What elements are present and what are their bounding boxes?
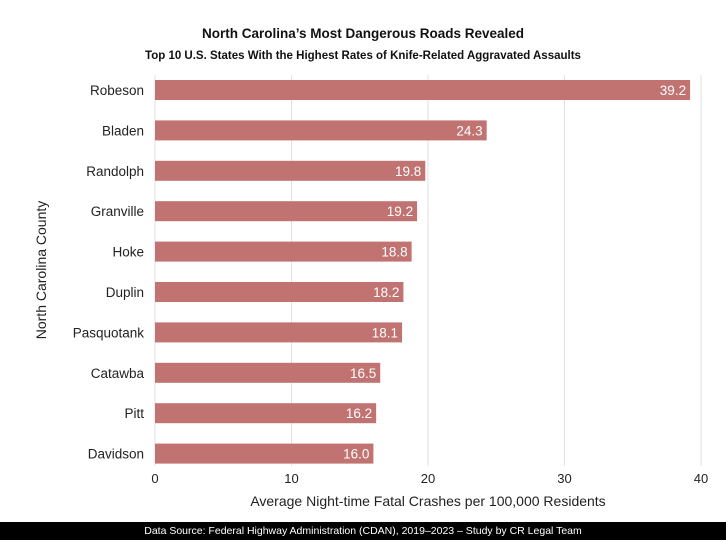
chart-subtitle: Top 10 U.S. States With the Highest Rate… (145, 50, 581, 62)
bar-value-label: 18.8 (381, 245, 407, 260)
bar-value-label: 19.8 (395, 164, 421, 179)
y-tick-label: Catawba (91, 366, 145, 381)
x-axis-label: Average Night-time Fatal Crashes per 100… (250, 493, 605, 509)
bar (155, 282, 404, 302)
y-tick-label: Granville (91, 204, 144, 219)
bar-value-label: 39.2 (660, 83, 686, 98)
bar (155, 201, 418, 222)
bar (155, 160, 426, 181)
chart-title: North Carolina’s Most Dangerous Roads Re… (202, 26, 524, 41)
y-tick-label: Duplin (106, 285, 144, 300)
bar (155, 403, 377, 424)
y-tick-label: Hoke (112, 245, 144, 260)
y-tick-label: Robeson (90, 83, 144, 98)
bar-value-label: 16.0 (343, 447, 369, 462)
bar (155, 120, 487, 141)
bar (155, 80, 691, 100)
bar-value-label: 18.1 (372, 325, 398, 340)
y-axis-label: North Carolina County (33, 201, 49, 340)
x-tick-label: 10 (284, 471, 298, 486)
bar (155, 362, 381, 383)
bar-value-label: 16.5 (350, 366, 376, 381)
x-tick-label: 40 (694, 471, 708, 486)
y-tick-label: Pitt (124, 406, 144, 421)
bar (155, 443, 374, 464)
bar-value-label: 19.2 (387, 204, 413, 219)
y-tick-label: Davidson (88, 447, 144, 462)
y-tick-label: Bladen (102, 123, 144, 138)
bar-value-label: 18.2 (373, 285, 399, 300)
bar-chart: North Carolina’s Most Dangerous Roads Re… (33, 26, 708, 509)
x-tick-label: 0 (151, 471, 158, 486)
bar-value-label: 24.3 (456, 123, 482, 138)
footer-source: Data Source: Federal Highway Administrat… (0, 522, 726, 540)
bar (155, 322, 403, 343)
x-tick-label: 30 (557, 471, 571, 486)
x-tick-label: 20 (421, 471, 435, 486)
y-tick-label: Randolph (86, 164, 144, 179)
bar (155, 241, 412, 262)
bar-value-label: 16.2 (346, 406, 372, 421)
y-tick-label: Pasquotank (73, 325, 145, 340)
